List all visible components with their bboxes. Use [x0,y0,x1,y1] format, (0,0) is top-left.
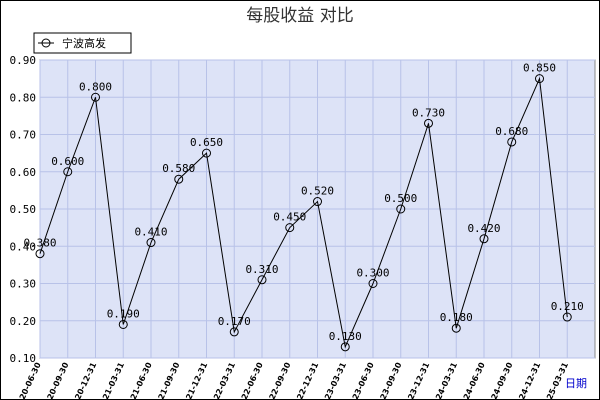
y-tick-label: 0.30 [10,278,37,291]
x-tick-label: 2020-12-31 [69,361,99,400]
x-tick-label: 2024-03-31 [429,361,459,400]
data-point [479,234,489,244]
data-point [285,223,295,233]
data-label: 0.580 [162,162,195,175]
y-tick-label: 0.80 [10,91,37,104]
data-label: 0.850 [523,62,556,75]
data-point [63,167,73,177]
x-tick-label: 2020-09-30 [41,361,71,400]
y-tick-label: 0.40 [10,240,37,253]
data-label: 0.800 [79,80,112,93]
data-label: 0.680 [495,125,528,138]
data-label: 0.410 [134,226,167,239]
data-label: 0.180 [440,311,473,324]
x-tick-label: 2024-12-31 [513,361,543,400]
data-point [368,279,378,288]
data-label: 0.450 [273,211,306,224]
y-tick-label: 0.90 [10,54,37,67]
x-axis-label: 日期 [565,377,587,390]
x-tick-label: 2024-09-30 [485,361,515,400]
series-line [39,76,568,349]
x-tick-label: 2022-06-30 [235,361,265,400]
x-tick-label: 2022-12-31 [291,361,321,400]
data-label: 0.170 [218,315,251,328]
data-labels: 0.380 0.600 0.800 0.190 0.410 0.580 0.650 0.170… [23,62,583,343]
data-point [340,342,350,352]
x-axis-ticks: 2020-06-302020-09-302020-12-312021-03-31… [13,361,570,400]
data-point [202,148,211,158]
x-tick-label: 2020-06-30 [13,361,43,400]
data-point [146,238,156,248]
data-label: 0.310 [245,263,278,276]
y-axis-ticks: 0.10 0.20 0.30 0.40 0.50 0.60 0.70 0.80 0.90 [10,54,37,365]
data-point [257,275,267,285]
y-tick-label: 0.70 [10,129,37,142]
chart-title: 每股收益 对比 [246,6,353,26]
data-point [174,174,184,184]
y-tick-label: 0.10 [10,352,37,365]
y-tick-label: 0.20 [10,315,37,328]
data-label: 0.520 [301,185,334,198]
data-point [229,327,239,337]
x-tick-label: 2024-06-30 [457,361,487,400]
data-label: 0.300 [356,267,389,280]
x-tick-label: 2023-03-31 [318,361,348,400]
x-tick-label: 2021-03-31 [96,361,126,400]
legend-box [33,32,132,54]
x-tick-label: 2023-12-31 [402,361,432,400]
data-label: 0.500 [384,192,417,205]
data-label: 0.380 [23,237,56,250]
data-label: 0.420 [467,222,500,235]
data-label: 0.190 [107,307,140,320]
x-tick-label: 2021-06-30 [124,361,154,400]
data-label: 0.210 [551,300,584,313]
data-point [562,312,572,322]
data-label: 0.730 [412,106,445,119]
series-group [35,74,572,352]
x-tick-label: 2023-09-30 [374,361,404,400]
x-tick-label: 2021-12-31 [180,361,210,400]
y-tick-label: 0.60 [10,166,37,179]
x-tick-label: 2022-09-30 [263,361,293,400]
legend-marker [41,38,51,48]
x-tick-label: 2022-03-31 [207,361,237,400]
data-label: 0.650 [190,136,223,149]
data-label: 0.130 [329,330,362,343]
data-point [35,249,45,259]
x-tick-label: 2021-09-30 [152,361,182,400]
grid-lines [39,59,595,359]
data-point [118,319,128,329]
data-point [535,74,544,84]
data-point [91,92,100,102]
legend-label: 宁波高发 [62,36,106,50]
x-tick-label: 2023-06-30 [346,361,376,400]
data-point [451,323,461,333]
data-point [313,197,322,207]
data-label: 0.600 [51,155,84,168]
data-point [507,137,517,147]
legend: 宁波高发 [33,32,132,54]
data-point [424,118,433,128]
data-point [396,204,406,214]
y-tick-label: 0.50 [10,203,37,216]
